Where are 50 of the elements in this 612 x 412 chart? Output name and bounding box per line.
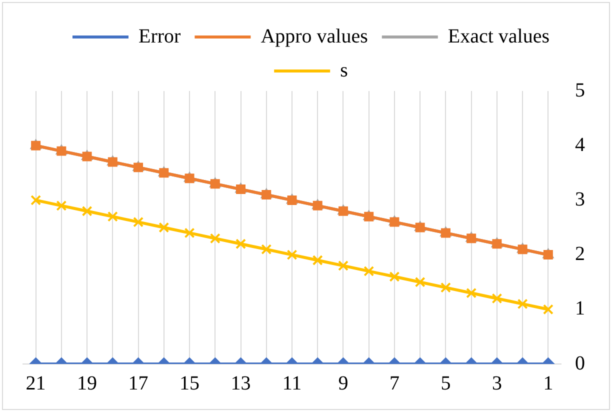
point	[262, 190, 272, 200]
point	[492, 239, 502, 249]
point	[312, 255, 323, 266]
point	[261, 244, 272, 255]
point	[184, 228, 195, 238]
legend-label: Exact values	[448, 25, 550, 48]
point	[56, 200, 67, 211]
point	[389, 271, 400, 282]
point	[133, 216, 144, 228]
point	[184, 174, 194, 184]
x-tick-label: 19	[77, 372, 98, 394]
x-tick-label: 3	[492, 372, 502, 394]
point	[134, 162, 144, 172]
x-tick-label: 15	[180, 372, 200, 394]
point	[236, 238, 246, 250]
point	[518, 244, 528, 254]
x-tick-label: 17	[128, 372, 148, 394]
point	[30, 194, 42, 206]
legend-label: Error	[138, 25, 182, 48]
x-tick-label: 9	[338, 372, 348, 394]
y-tick-label: 5	[575, 79, 585, 102]
x-tick-label: 5	[440, 372, 451, 394]
point	[236, 184, 246, 194]
y-tick-label: 0	[575, 352, 585, 374]
point	[210, 179, 220, 189]
x-tick-label: 1	[543, 372, 554, 394]
point	[440, 228, 450, 238]
point	[338, 260, 348, 271]
point	[210, 233, 220, 244]
legend-label: s	[340, 59, 348, 82]
y-tick-label: 1	[575, 298, 585, 320]
y-tick-label: 2	[575, 243, 585, 266]
x-tick-label: 13	[230, 372, 251, 394]
point	[107, 211, 118, 222]
point	[364, 266, 374, 276]
legend-label: Appro values	[260, 25, 368, 48]
point	[286, 250, 298, 260]
point	[82, 206, 92, 216]
point	[158, 222, 170, 233]
point	[108, 157, 118, 167]
x-tick-label: 21	[26, 372, 46, 394]
y-tick-label: 4	[575, 134, 585, 156]
point	[440, 282, 451, 293]
y-tick-label: 3	[575, 188, 585, 210]
x-tick-label: 11	[282, 372, 302, 394]
x-tick-label: 7	[389, 372, 400, 394]
point	[159, 168, 169, 178]
point	[414, 276, 426, 288]
point	[543, 250, 553, 260]
point	[466, 234, 476, 244]
